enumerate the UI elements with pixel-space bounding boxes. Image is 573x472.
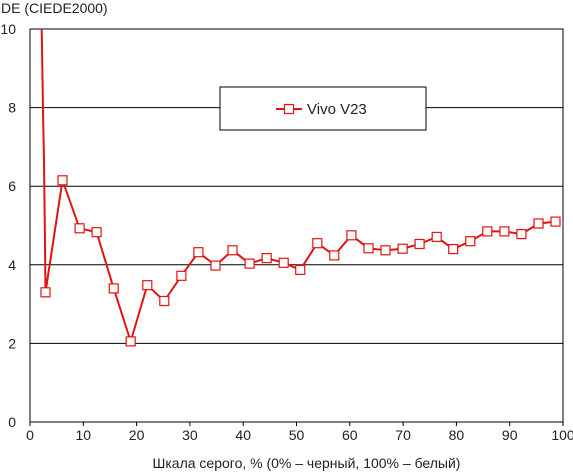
legend: Vivo V23: [219, 86, 427, 131]
x-axis-title: Шкала серого, % (0% – черный, 100% – бел…: [153, 455, 461, 471]
y-axis-ticks: 0 2 4 6 8 10: [0, 21, 16, 430]
data-point-2: [74, 223, 85, 234]
data-point-19: [363, 243, 374, 254]
x-tick-label-40: 40: [235, 427, 251, 443]
data-point-18: [346, 230, 357, 241]
x-tick-label-60: 60: [342, 427, 358, 443]
legend-marker-swatch: [283, 103, 295, 115]
data-point-25: [465, 236, 476, 247]
x-tick-label-0: 0: [26, 427, 34, 443]
y-tick-label-4: 4: [8, 257, 16, 273]
data-point-3: [91, 227, 102, 238]
y-tick-label-6: 6: [8, 178, 16, 194]
data-point-29: [533, 218, 544, 229]
series-layer: [40, 28, 561, 347]
data-point-14: [278, 257, 289, 268]
data-point-4: [108, 283, 119, 294]
data-point-8: [176, 270, 187, 281]
data-point-9: [193, 247, 204, 258]
y-tick-label-10: 10: [0, 21, 16, 37]
x-tick-label-20: 20: [129, 427, 145, 443]
legend-box: [219, 86, 427, 131]
data-point-26: [482, 226, 493, 237]
y-tick-label-0: 0: [8, 414, 16, 430]
data-point-28: [516, 229, 527, 240]
x-tick-label-80: 80: [449, 427, 465, 443]
data-point-1: [57, 175, 68, 186]
x-tick-label-100: 100: [551, 427, 573, 443]
data-point-24: [448, 244, 459, 255]
y-tick-label-8: 8: [8, 100, 16, 116]
data-point-11: [227, 245, 238, 256]
data-point-10: [210, 260, 221, 271]
data-point-16: [312, 238, 323, 249]
data-point-21: [397, 243, 408, 254]
data-point-23: [431, 231, 442, 242]
data-point-12: [244, 258, 255, 269]
x-tick-label-70: 70: [395, 427, 411, 443]
data-point-20: [380, 245, 391, 256]
x-tick-label-30: 30: [182, 427, 198, 443]
y-axis-title: DE (CIEDE2000): [1, 0, 108, 16]
data-point-6: [142, 280, 153, 291]
data-point-22: [414, 238, 425, 250]
x-axis-ticks: 0 10 20 30 40 50 60 70 80 90 100: [26, 422, 573, 443]
legend-label: Vivo V23: [307, 101, 367, 118]
data-point-27: [499, 226, 510, 237]
data-point-30: [550, 216, 561, 227]
x-tick-label-90: 90: [502, 427, 518, 443]
data-point-5: [125, 336, 136, 347]
x-tick-label-50: 50: [289, 427, 305, 443]
data-point-7: [159, 295, 170, 307]
series-line-0: [40, 28, 556, 343]
data-point-0: [40, 287, 51, 298]
x-tick-label-10: 10: [76, 427, 92, 443]
y-tick-label-2: 2: [8, 335, 16, 351]
data-point-13: [261, 253, 272, 264]
data-point-15: [295, 264, 306, 275]
data-point-17: [329, 250, 340, 261]
